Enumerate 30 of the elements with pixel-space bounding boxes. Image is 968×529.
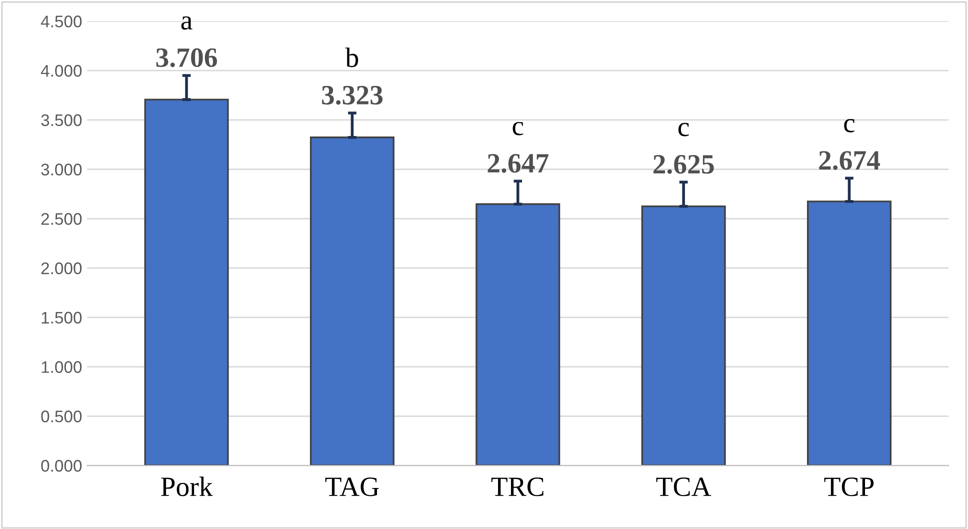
y-tick-label: 3.500 [41,114,82,126]
x-tick-label: TCP [824,478,874,496]
x-tick-label: Pork [161,476,213,496]
y-tick-label: 4.500 [40,16,82,28]
x-tick-label: TCA [656,478,712,496]
y-tick-label: 2.000 [41,262,82,274]
annotation: c [844,118,855,132]
y-tick-label: 0.000 [41,460,82,472]
annotation: a [181,16,192,30]
data-label: 2.647 [488,154,548,173]
y-tick-label: 1.500 [42,312,82,324]
data-label: 3.323 [322,86,383,105]
bar [476,203,560,466]
bar [310,136,394,466]
y-tick-label: 4.000 [40,64,82,77]
y-tick-label: 2.500 [41,213,82,225]
x-tick-label: TAG [325,478,379,496]
x-tick-label: TRC [491,478,544,496]
annotation: c [678,122,689,136]
bar [144,98,229,466]
data-label: 2.625 [653,155,714,174]
data-label: 3.706 [156,48,217,68]
y-tick-label: 3.000 [41,164,82,176]
annotation: c [512,122,524,136]
y-tick-label: 0.500 [41,410,82,422]
y-tick-label: 1.000 [42,361,82,373]
data-label: 2.674 [819,151,880,170]
annotation: b [345,48,358,68]
bar [806,200,892,466]
bar [641,205,726,466]
